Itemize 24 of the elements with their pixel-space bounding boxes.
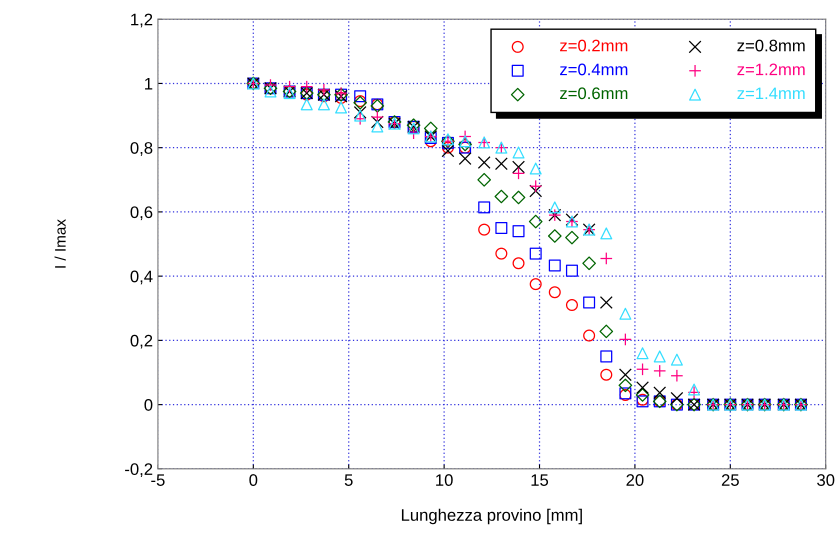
x-tick-label: -5: [151, 474, 165, 486]
legend-label: z=0.8mm: [737, 40, 805, 52]
y-axis-title: I / Imax: [54, 219, 66, 268]
y-tick-label: -0,2: [125, 463, 152, 478]
x-tick-label: 15: [532, 474, 548, 486]
x-tick-label: 20: [626, 474, 644, 486]
legend-label: z=0.2mm: [560, 40, 628, 52]
legend-label: z=0.4mm: [560, 64, 628, 76]
y-tick-label: 0,6: [130, 206, 152, 220]
x-tick-label: 30: [817, 474, 834, 486]
x-tick-label: 0: [249, 474, 258, 486]
y-tick-label: 0,2: [130, 334, 152, 349]
y-tick-label: 1,2: [131, 14, 152, 28]
y-tick-label: 0: [144, 399, 152, 411]
legend-label: z=0.6mm: [560, 87, 628, 100]
x-tick-label: 5: [344, 474, 353, 486]
x-tick-label: 25: [722, 474, 739, 486]
x-axis-title: Lunghezza provino [mm]: [402, 508, 582, 524]
y-tick-label: 0,8: [130, 142, 152, 156]
legend-label: z=1.4mm: [737, 88, 805, 100]
x-tick-label: 10: [436, 474, 453, 486]
y-tick-label: 1: [145, 78, 152, 90]
legend-label: z=1.2mm: [737, 64, 805, 76]
y-tick-label: 0,4: [130, 270, 153, 284]
